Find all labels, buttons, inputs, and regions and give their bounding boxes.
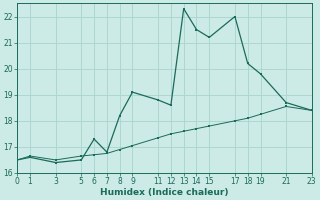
X-axis label: Humidex (Indice chaleur): Humidex (Indice chaleur) xyxy=(100,188,229,197)
